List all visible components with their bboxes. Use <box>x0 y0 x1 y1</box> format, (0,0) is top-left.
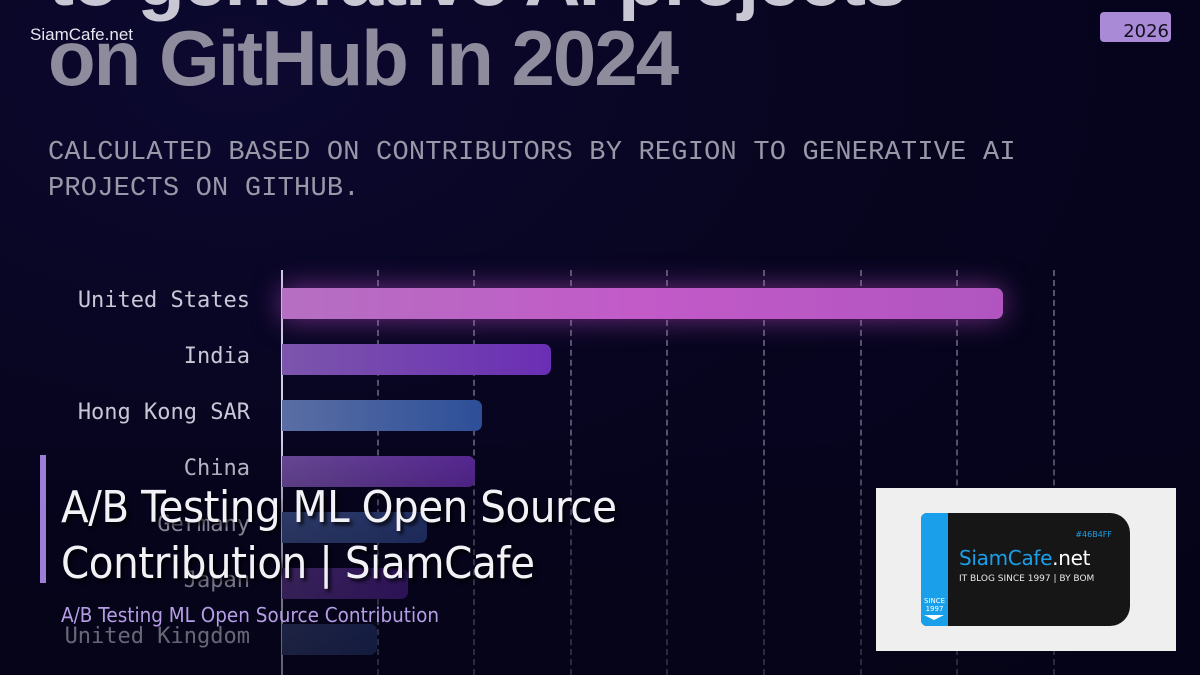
bar-label: Hong Kong SAR <box>77 400 250 425</box>
logo-tagline: IT BLOG SINCE 1997 | BY BOM <box>959 574 1095 584</box>
article-title-line-2: Contribution | SiamCafe <box>61 538 535 589</box>
logo-name: SiamCafe <box>959 546 1053 570</box>
logo-tld: .net <box>1052 546 1091 570</box>
siamcafe-logo: SINCE 1997 #46B4FF SiamCafe.net IT BLOG … <box>876 488 1176 651</box>
article-subtitle: A/B Testing ML Open Source Contribution <box>61 603 440 627</box>
headline-line-2: on GitHub in 2024 <box>48 14 679 102</box>
bar-india <box>282 344 551 375</box>
site-watermark: SiamCafe.net <box>30 25 133 44</box>
title-accent-bar <box>40 455 46 583</box>
year-badge: 2026 <box>1100 12 1171 42</box>
logo-badge: SINCE 1997 #46B4FF SiamCafe.net IT BLOG … <box>921 513 1130 626</box>
logo-since-label: SINCE <box>923 597 946 605</box>
logo-since: SINCE 1997 <box>921 597 948 613</box>
bar-hong-kong-sar <box>282 400 482 431</box>
article-title: A/B Testing ML Open Source Contribution … <box>61 480 617 592</box>
bar-label: India <box>183 344 250 369</box>
chart-subtitle: CALCULATED BASED ON CONTRIBUTORS BY REGI… <box>48 138 1016 204</box>
chevron-down-icon <box>924 615 944 620</box>
bar-united-states <box>282 288 1003 319</box>
article-title-line-1: A/B Testing ML Open Source <box>61 482 617 533</box>
logo-hex-code: #46B4FF <box>1075 530 1112 539</box>
logo-since-year: 1997 <box>925 605 944 613</box>
logo-wordmark: SiamCafe.net <box>959 546 1090 570</box>
headline-line-1: to generative AI projects <box>48 0 907 18</box>
chart-headline: to generative AI projects on GitHub in 2… <box>48 0 907 102</box>
logo-stripe <box>921 513 948 626</box>
bar-label: United States <box>77 288 250 313</box>
